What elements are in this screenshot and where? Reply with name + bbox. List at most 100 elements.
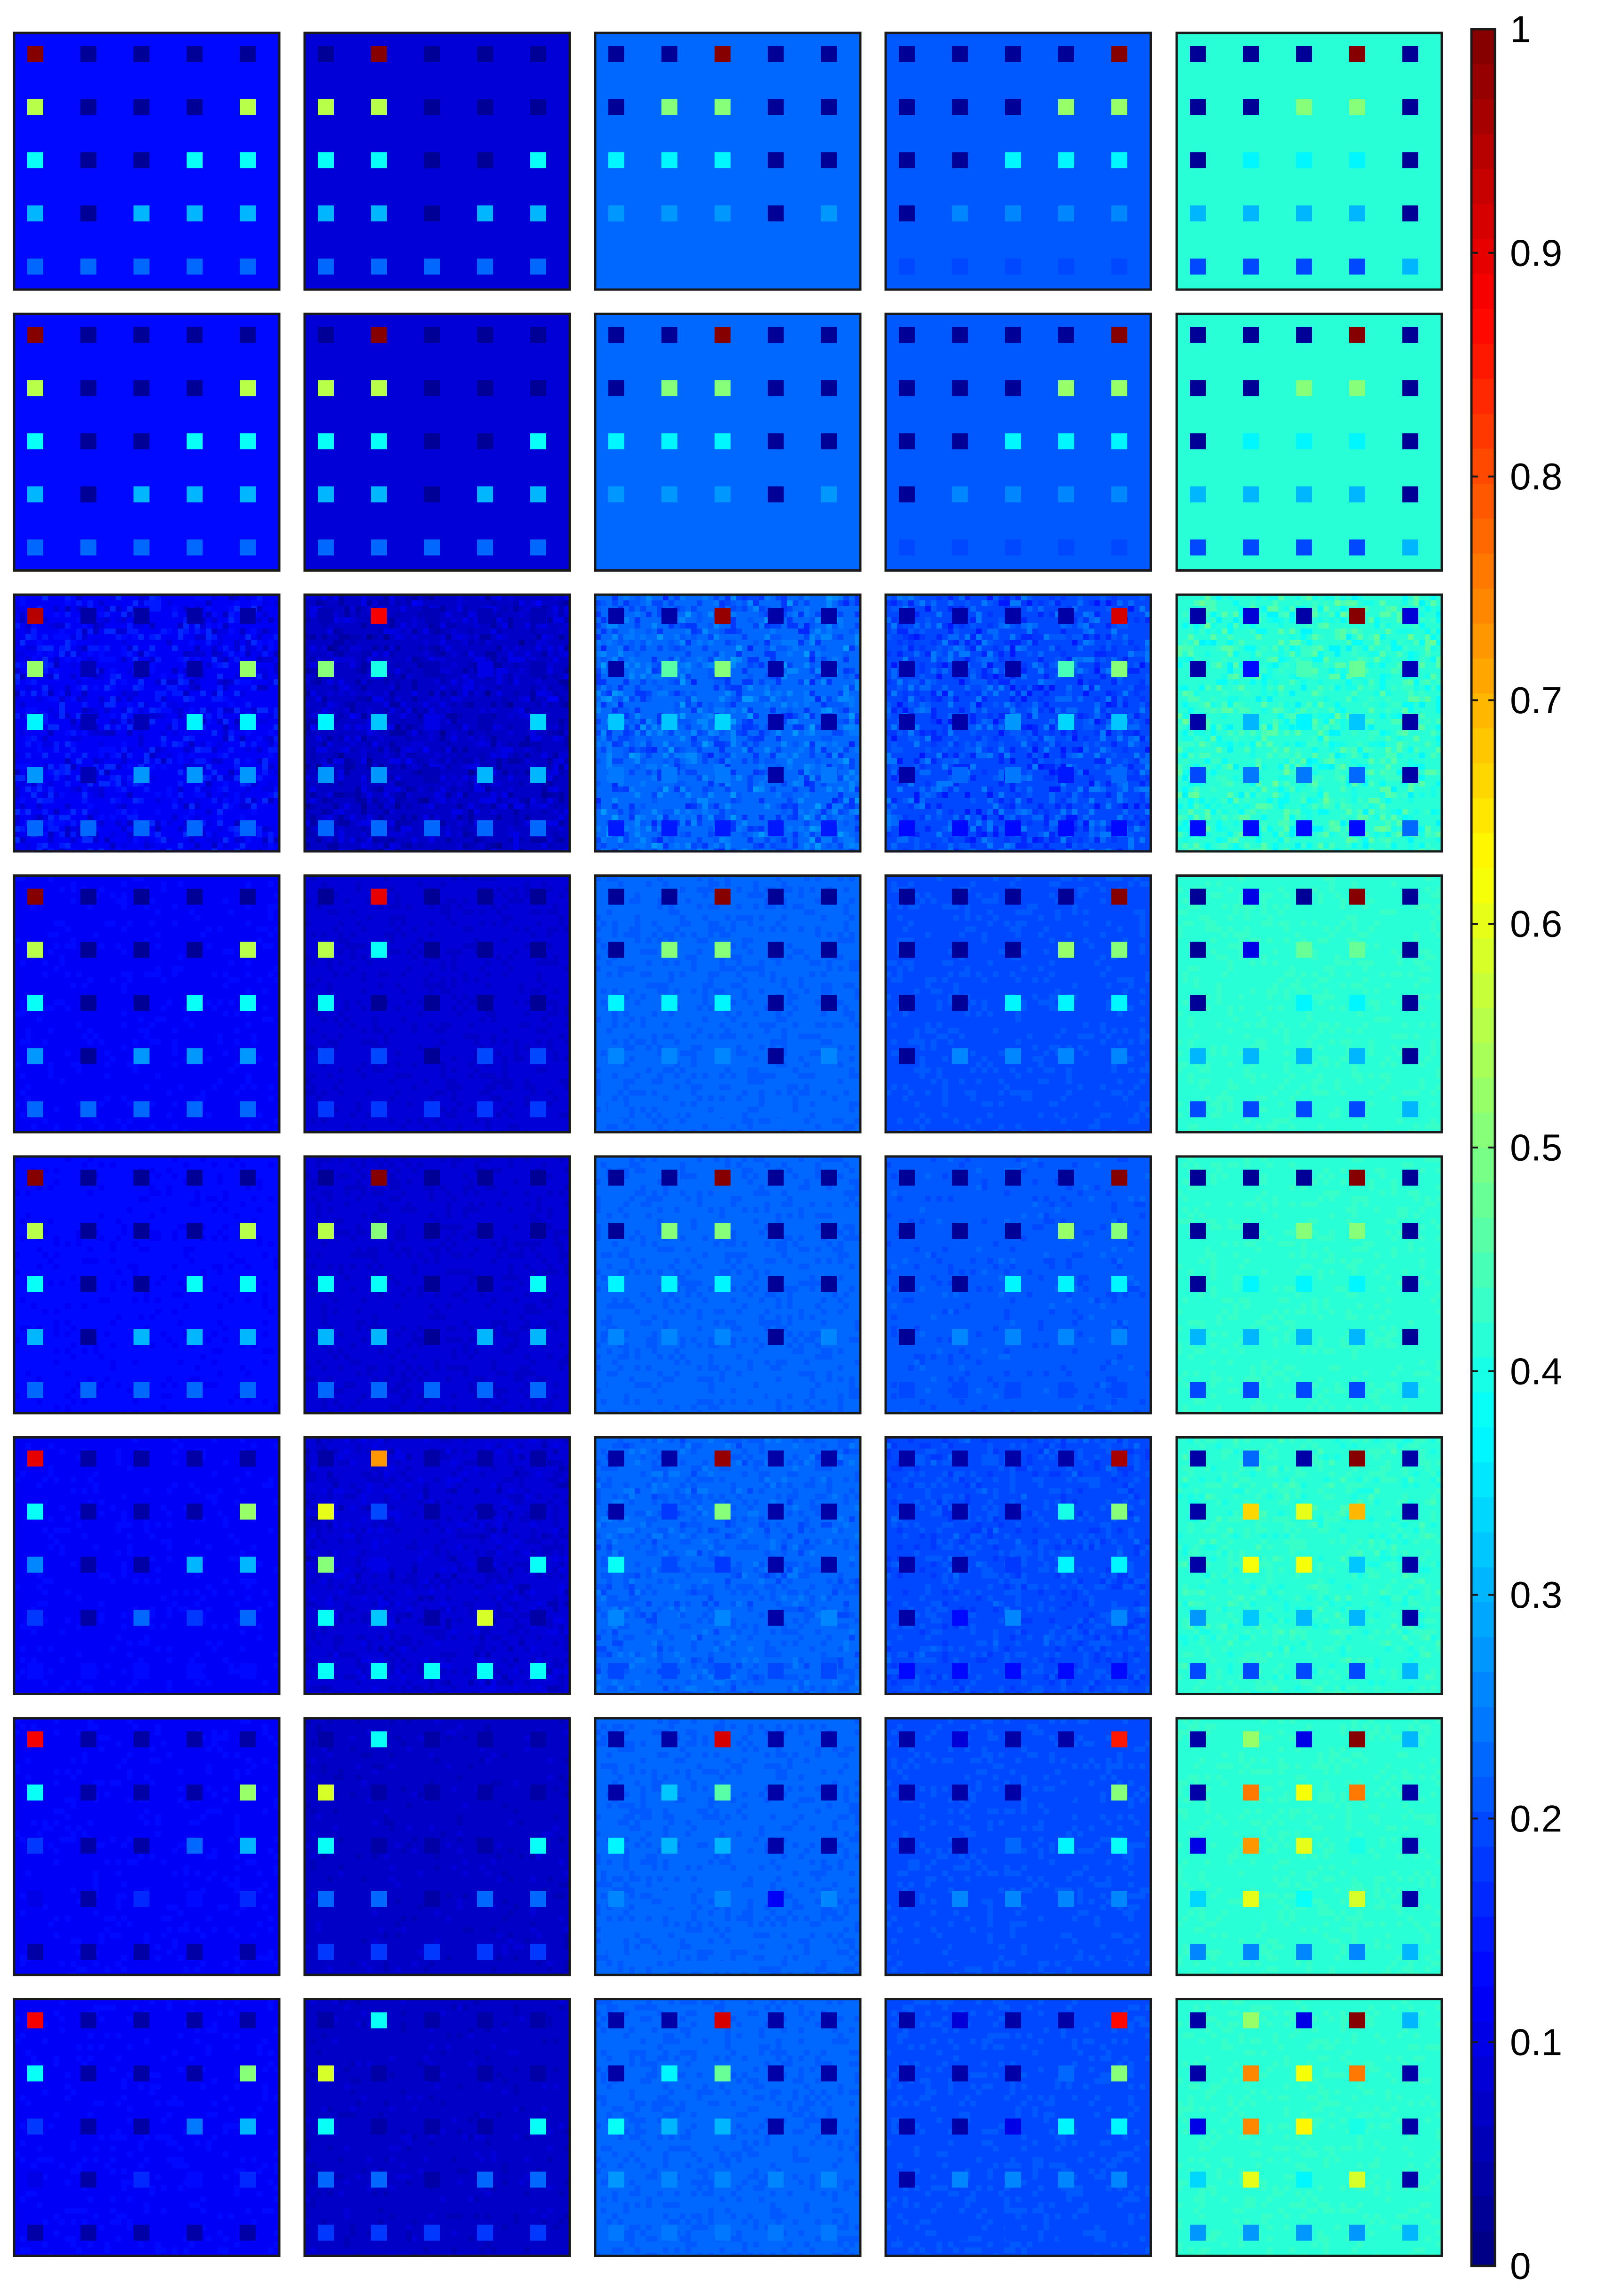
noise-cell — [138, 623, 144, 629]
marker-cell — [768, 380, 784, 396]
noise-cell — [697, 843, 702, 849]
noise-cell — [149, 713, 155, 719]
marker-cell — [1190, 380, 1206, 396]
noise-cell — [161, 696, 166, 702]
noise-cell — [1072, 736, 1077, 741]
marker-cell — [134, 486, 149, 503]
marker-cell — [1005, 99, 1021, 115]
noise-cell — [42, 764, 48, 770]
noise-cell — [1083, 685, 1089, 691]
noise-cell — [635, 662, 640, 668]
noise-cell — [59, 820, 65, 826]
noise-cell — [350, 758, 355, 764]
noise-cell — [629, 843, 635, 849]
noise-cell — [127, 826, 133, 832]
noise-cell — [183, 803, 189, 809]
noise-cell — [240, 634, 245, 640]
noise-cell — [76, 696, 82, 702]
noise-cell — [798, 724, 804, 730]
noise-cell — [925, 764, 931, 770]
noise-cell — [451, 758, 457, 764]
noise-cell — [223, 792, 228, 798]
noise-cell — [110, 595, 116, 600]
marker-cell — [424, 46, 440, 62]
noise-cell — [496, 803, 502, 809]
noise-cell — [759, 786, 764, 792]
noise-cell — [1010, 645, 1015, 651]
noise-cell — [719, 843, 725, 849]
noise-cell — [423, 645, 429, 651]
noise-cell — [668, 747, 674, 753]
noise-cell — [530, 815, 536, 820]
noise-cell — [914, 741, 920, 747]
noise-cell — [54, 674, 59, 679]
marker-cell — [608, 608, 624, 624]
noise-cell — [908, 736, 914, 741]
marker-cell — [1296, 99, 1312, 115]
noise-cell — [14, 623, 20, 629]
noise-cell — [925, 753, 931, 758]
panel-frame — [13, 31, 281, 291]
noise-cell — [367, 708, 372, 713]
noise-cell — [1038, 685, 1044, 691]
noise-cell — [1004, 645, 1010, 651]
noise-cell — [987, 685, 993, 691]
noise-cell — [680, 691, 685, 696]
noise-cell — [725, 696, 731, 702]
noise-cell — [987, 809, 993, 815]
noise-cell — [821, 741, 826, 747]
marker-cell — [134, 46, 149, 62]
noise-cell — [1049, 736, 1055, 741]
noise-cell — [838, 843, 843, 849]
noise-cell — [547, 668, 553, 674]
noise-cell — [804, 606, 810, 612]
noise-cell — [446, 781, 451, 786]
noise-cell — [987, 775, 993, 781]
noise-cell — [606, 741, 612, 747]
noise-cell — [770, 741, 776, 747]
noise-cell — [719, 809, 725, 815]
noise-cell — [702, 798, 708, 803]
noise-cell — [513, 719, 519, 724]
noise-cell — [372, 741, 378, 747]
noise-cell — [753, 600, 759, 606]
noise-cell — [826, 600, 832, 606]
noise-cell — [668, 753, 674, 758]
noise-cell — [519, 724, 525, 730]
noise-cell — [618, 691, 623, 696]
noise-cell — [327, 702, 333, 708]
noise-cell — [948, 640, 953, 645]
noise-cell — [982, 662, 987, 668]
noise-cell — [496, 679, 502, 685]
noise-cell — [401, 747, 406, 753]
noise-cell — [367, 730, 372, 736]
noise-cell — [468, 724, 474, 730]
noise-cell — [553, 612, 558, 617]
noise-cell — [697, 798, 702, 803]
noise-cell — [412, 803, 417, 809]
noise-cell — [268, 674, 274, 679]
noise-cell — [1094, 606, 1100, 612]
noise-cell — [485, 741, 491, 747]
noise-cell — [931, 651, 936, 657]
noise-cell — [138, 600, 144, 606]
noise-cell — [48, 786, 54, 792]
noise-cell — [104, 617, 110, 623]
noise-cell — [389, 617, 395, 623]
noise-cell — [629, 634, 635, 640]
noise-cell — [1049, 719, 1055, 724]
noise-cell — [646, 691, 652, 696]
noise-cell — [496, 645, 502, 651]
noise-cell — [623, 753, 629, 758]
noise-cell — [361, 679, 367, 685]
noise-cell — [663, 786, 668, 792]
noise-cell — [1055, 730, 1061, 736]
marker-cell — [1005, 539, 1021, 556]
noise-cell — [48, 832, 54, 837]
noise-cell — [25, 837, 31, 843]
marker-cell — [134, 820, 149, 836]
noise-cell — [268, 832, 274, 837]
noise-cell — [1015, 809, 1021, 815]
noise-cell — [536, 645, 542, 651]
noise-cell — [742, 719, 747, 724]
